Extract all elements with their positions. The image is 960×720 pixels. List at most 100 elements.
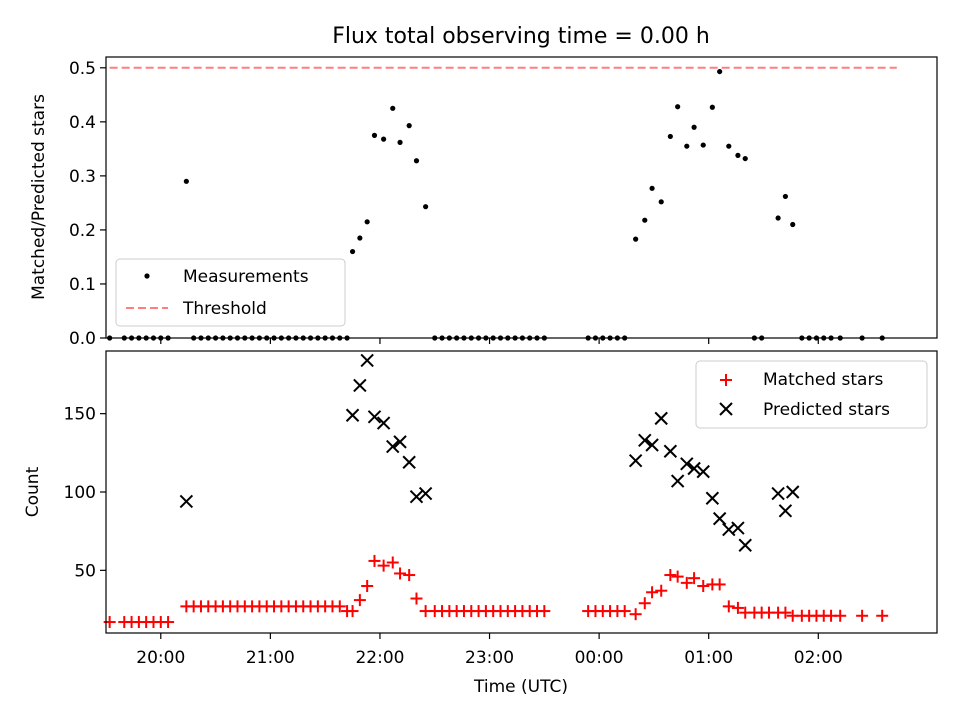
measurements-point — [406, 123, 412, 129]
matched-stars-point — [834, 609, 847, 622]
predicted-stars-point — [353, 378, 367, 393]
matched-stars-point — [410, 592, 423, 605]
x-tick-label: 01:00 — [684, 648, 733, 668]
predicted-stars-point — [386, 439, 400, 454]
predicted-stars-point — [654, 411, 668, 426]
predicted-stars-point — [628, 453, 643, 468]
bottom-panel: 50 100 150 20:00 21:00 22:00 23:00 00:00 01:00 0… — [23, 350, 938, 697]
matched-stars-point — [386, 556, 399, 569]
x-tick-label: 20:00 — [136, 648, 185, 668]
top-x-ticks — [160, 338, 819, 344]
predicted-stars-point — [738, 538, 752, 552]
predicted-stars-point — [663, 444, 678, 458]
matched-stars-point — [403, 569, 416, 582]
top-y-tick-label: 0.4 — [69, 113, 96, 133]
predicted-stars-point — [705, 491, 720, 505]
legend-predicted-label: Predicted stars — [763, 400, 890, 420]
measurements-point — [183, 178, 189, 184]
legend-measurements-marker — [144, 273, 150, 279]
predicted-stars-point — [645, 438, 659, 452]
matched-stars-point — [538, 605, 551, 618]
matched-stars-point — [353, 594, 366, 607]
predicted-stars-point — [786, 485, 800, 499]
top-y-tick-label: 0.3 — [69, 167, 96, 187]
matched-stars-point — [713, 578, 726, 591]
predicted-stars-point — [638, 433, 652, 448]
measurements-point — [742, 155, 748, 162]
matched-stars-point — [346, 605, 359, 618]
top-y-tick-label: 0.2 — [69, 221, 96, 241]
x-axis-label: Time (UTC) — [473, 677, 568, 697]
measurements-point — [717, 68, 723, 75]
predicted-stars-point — [771, 486, 785, 501]
bottom-legend: Matched stars Predicted stars — [695, 360, 928, 429]
top-axes-frame — [105, 56, 938, 339]
matched-stars-series — [103, 554, 889, 629]
predicted-stars-point — [409, 489, 424, 504]
measurements-point — [349, 248, 356, 255]
matched-stars-point — [638, 597, 651, 610]
bottom-y-tick-label: 150 — [64, 405, 96, 425]
bottom-y-tick-label: 50 — [74, 561, 96, 581]
predicted-stars-point — [696, 464, 710, 479]
measurements-point — [364, 219, 370, 225]
legend-matched-label: Matched stars — [763, 370, 883, 390]
predicted-stars-point — [712, 511, 727, 526]
matched-stars-point — [646, 586, 659, 599]
predicted-stars-point — [179, 494, 194, 509]
top-y-axis-label: Matched/Predicted stars — [29, 94, 49, 300]
measurements-point — [667, 133, 673, 140]
top-y-tick-label: 0.1 — [69, 275, 96, 295]
measurements-point — [390, 105, 396, 111]
bottom-y-tick-label: 100 — [64, 483, 96, 503]
measurements-point — [790, 221, 796, 228]
measurements-point — [775, 215, 781, 221]
matched-stars-point — [876, 609, 889, 622]
measurements-point — [782, 193, 789, 200]
measurements-point — [357, 235, 363, 241]
measurements-point — [381, 136, 387, 142]
figure-title: Flux total observing time = 0.00 h — [332, 24, 710, 49]
predicted-stars-point — [376, 416, 391, 430]
x-tick-label: 02:00 — [794, 648, 843, 668]
top-y-tick-label: 0.5 — [69, 59, 96, 79]
matched-stars-point — [394, 567, 407, 580]
measurements-point — [423, 204, 429, 210]
matched-stars-point — [162, 616, 175, 629]
matched-stars-point — [697, 580, 710, 592]
matched-stars-point — [664, 569, 677, 582]
bottom-y-axis-label: Count — [23, 466, 43, 517]
matched-stars-point — [618, 605, 631, 618]
predicted-stars-point — [731, 521, 745, 535]
matched-stars-point — [856, 609, 869, 622]
measurements-point — [633, 236, 639, 242]
predicted-stars-point — [670, 474, 685, 488]
matched-stars-point — [731, 601, 744, 614]
predicted-stars-point — [680, 457, 694, 471]
measurements-point — [700, 142, 706, 148]
measurements-point — [726, 143, 732, 149]
predicted-stars-point — [345, 408, 360, 422]
measurements-point — [691, 124, 697, 130]
predicted-stars-series — [179, 353, 800, 552]
predicted-stars-point — [367, 410, 382, 424]
matched-stars-point — [688, 572, 701, 585]
legend-matched-marker — [720, 374, 732, 386]
x-tick-label: 21:00 — [246, 648, 295, 668]
top-legend: Measurements Threshold — [115, 258, 346, 327]
bottom-y-ticks: 50 100 150 — [64, 405, 106, 581]
measurements-point — [658, 199, 664, 205]
bottom-legend-box — [695, 360, 928, 429]
measurements-point — [413, 158, 420, 164]
legend-threshold-label: Threshold — [182, 299, 267, 319]
matched-stars-point — [368, 554, 381, 567]
x-tick-label: 00:00 — [575, 648, 624, 668]
bottom-x-ticks: 20:00 21:00 22:00 23:00 00:00 01:00 02:00 — [136, 633, 843, 668]
matched-stars-point — [629, 608, 642, 621]
legend-predicted-marker — [719, 402, 733, 416]
top-panel: 0.0 0.1 0.2 0.3 0.4 0.5 Matched/Predicted sta… — [29, 56, 938, 349]
top-y-tick-label: 0.0 — [69, 329, 96, 349]
legend-measurements-label: Measurements — [183, 267, 309, 287]
matched-stars-point — [377, 559, 390, 572]
matched-stars-point — [680, 576, 693, 589]
